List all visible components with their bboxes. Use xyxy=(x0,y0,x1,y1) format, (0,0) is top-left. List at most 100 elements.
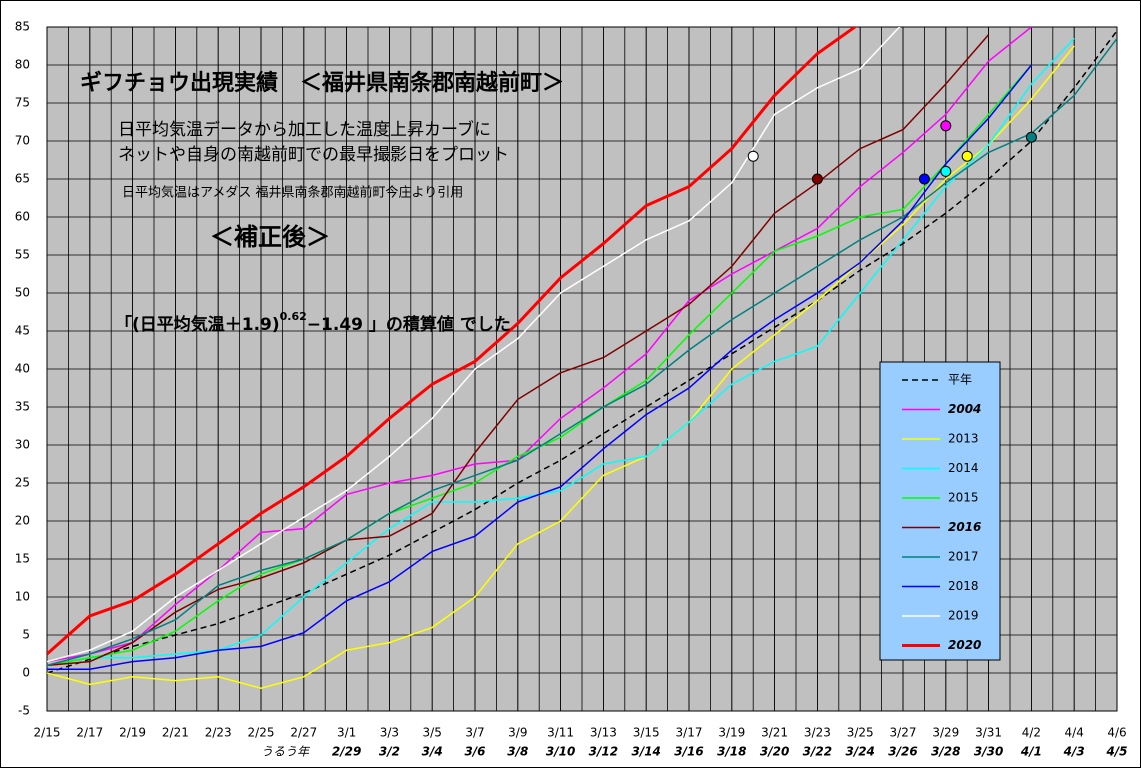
x-tick-label: 2/27 xyxy=(290,726,317,740)
sighting-marker xyxy=(918,173,930,185)
x-tick-label: 3/27 xyxy=(890,726,917,740)
formula-post: −1.49 」の積算値 でした xyxy=(307,314,511,335)
leap-tick-label: 3/18 xyxy=(717,745,746,759)
y-tick-label: 80 xyxy=(15,58,30,72)
legend-label: 2015 xyxy=(948,491,979,505)
leap-label: うるう年 xyxy=(261,745,311,759)
x-tick-label: 3/7 xyxy=(465,726,484,740)
y-tick-label: 5 xyxy=(22,628,30,642)
legend-label: 2004 xyxy=(948,402,981,416)
legend-label: 2017 xyxy=(948,550,979,564)
y-tick-label: 55 xyxy=(15,248,30,262)
formula-pre: 「(日平均気温＋1.9) xyxy=(115,314,280,335)
leap-tick-label: 3/26 xyxy=(888,745,917,759)
note: 日平均気温データから加工した温度上昇カーブに xyxy=(118,119,491,140)
y-tick-label: 65 xyxy=(15,172,30,186)
subtitle: ＜補正後＞ xyxy=(210,223,330,251)
y-tick-label: 20 xyxy=(15,514,30,528)
leap-tick-label: 4/1 xyxy=(1020,745,1042,759)
x-tick-label: 3/13 xyxy=(590,726,617,740)
x-tick-label: 2/15 xyxy=(34,726,61,740)
y-tick-label: 85 xyxy=(15,20,30,34)
note: 日平均気温はアメダス 福井県南条郡南越前町今庄より引用 xyxy=(122,185,463,201)
x-tick-label: 2/21 xyxy=(162,726,189,740)
x-tick-label: 3/23 xyxy=(804,726,831,740)
sighting-marker xyxy=(747,150,759,162)
leap-tick-label: 3/8 xyxy=(507,745,528,759)
legend-label: 2016 xyxy=(948,520,981,534)
leap-tick-label: 3/10 xyxy=(546,745,575,759)
series-line xyxy=(47,27,858,656)
x-tick-label: 4/4 xyxy=(1065,726,1084,740)
x-tick-label: 3/15 xyxy=(633,726,660,740)
x-tick-label: 3/1 xyxy=(337,726,356,740)
legend-label: 2014 xyxy=(948,461,979,475)
series-line xyxy=(47,45,1075,689)
series-line xyxy=(47,27,901,663)
x-tick-label: 3/25 xyxy=(847,726,874,740)
y-tick-label: 50 xyxy=(15,286,30,300)
series-line xyxy=(47,64,1032,670)
y-tick-label: 75 xyxy=(15,96,30,110)
x-tick-label: 2/17 xyxy=(76,726,103,740)
x-tick-label: 2/23 xyxy=(205,726,232,740)
sighting-marker xyxy=(940,165,952,177)
y-tick-label: 35 xyxy=(15,400,30,414)
note: ネットや自身の南越前町での最早撮影日をプロット xyxy=(118,145,509,165)
y-tick-label: 0 xyxy=(22,666,30,680)
leap-tick-label: 3/14 xyxy=(631,745,660,759)
y-tick-label: 10 xyxy=(15,590,30,604)
y-tick-label: 25 xyxy=(15,476,30,490)
legend-label: 2018 xyxy=(948,579,979,593)
y-tick-label: 30 xyxy=(15,438,30,452)
sighting-marker xyxy=(961,150,973,162)
legend-label: 2020 xyxy=(948,638,981,652)
series-line xyxy=(47,30,1117,674)
x-tick-label: 3/5 xyxy=(423,726,442,740)
leap-tick-label: 4/3 xyxy=(1063,745,1085,759)
leap-tick-label: 3/20 xyxy=(760,745,789,759)
series-line xyxy=(47,27,1032,663)
y-tick-label: 40 xyxy=(15,362,30,376)
legend-label: 2019 xyxy=(948,609,979,623)
y-tick-label: 70 xyxy=(15,134,30,148)
leap-tick-label: 3/16 xyxy=(674,745,703,759)
legend-label: 平年 xyxy=(948,373,972,387)
leap-tick-label: 3/22 xyxy=(803,745,832,759)
x-tick-label: 3/9 xyxy=(508,726,527,740)
x-tick-label: 3/29 xyxy=(932,726,959,740)
leap-tick-label: 3/12 xyxy=(589,745,618,759)
sighting-marker xyxy=(811,173,823,185)
x-tick-label: 3/19 xyxy=(718,726,745,740)
sighting-marker xyxy=(940,120,952,132)
leap-tick-label: 2/29 xyxy=(332,745,361,759)
legend-box xyxy=(879,361,1001,661)
x-tick-label: 3/11 xyxy=(547,726,574,740)
x-tick-label: 4/2 xyxy=(1022,726,1041,740)
x-tick-label: 3/17 xyxy=(676,726,703,740)
x-tick-label: 2/25 xyxy=(248,726,275,740)
y-tick-label: 60 xyxy=(15,210,30,224)
leap-tick-label: 3/6 xyxy=(464,745,485,759)
chart-title: ギフチョウ出現実績 ＜福井県南条郡南越前町＞ xyxy=(80,70,564,96)
series-line xyxy=(47,37,1117,667)
leap-tick-label: 3/4 xyxy=(422,745,443,759)
leap-tick-label: 3/2 xyxy=(379,745,400,759)
formula: 「(日平均気温＋1.9)0.62−1.49 」の積算値 でした xyxy=(115,310,511,335)
y-tick-label: 45 xyxy=(15,324,30,338)
leap-tick-label: 3/24 xyxy=(845,745,874,759)
x-tick-label: 3/31 xyxy=(975,726,1002,740)
leap-tick-label: 3/28 xyxy=(931,745,960,759)
legend-label: 2013 xyxy=(948,432,979,446)
x-tick-label: 3/21 xyxy=(761,726,788,740)
formula-sup: 0.62 xyxy=(280,310,307,323)
leap-tick-label: 3/30 xyxy=(974,745,1003,759)
sighting-marker xyxy=(1025,131,1037,143)
x-tick-label: 4/6 xyxy=(1107,726,1126,740)
leap-tick-label: 4/5 xyxy=(1105,745,1127,759)
x-tick-label: 2/19 xyxy=(119,726,146,740)
x-tick-label: 3/3 xyxy=(380,726,399,740)
y-tick-label: -5 xyxy=(18,704,30,718)
y-tick-label: 15 xyxy=(15,552,30,566)
